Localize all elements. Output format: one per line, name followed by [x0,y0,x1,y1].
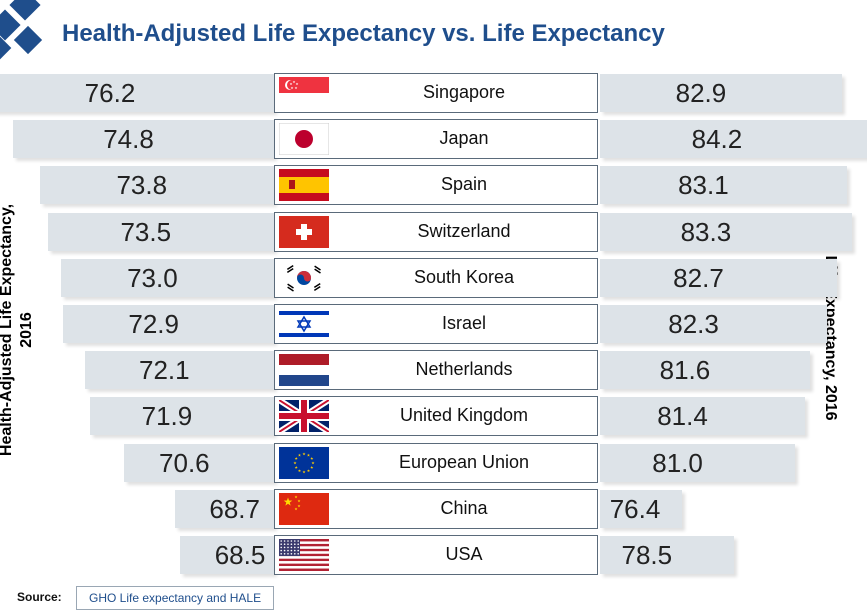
country-name: Israel [441,313,486,333]
flag-japan-icon [278,122,330,156]
flag-israel-icon [279,308,329,340]
hale-bar [174,489,274,528]
table-row: 73.5 83.3 Switzerland [0,211,867,252]
life-expectancy-bar [600,305,828,343]
life-expectancy-bar [600,120,867,159]
life-expectancy-bar [600,489,682,528]
hale-bar [0,74,274,112]
logo-icon [0,0,43,60]
table-row: 68.5 78.5 USA [0,535,867,575]
country-cell: USA [274,535,598,575]
hale-bar [63,305,274,343]
life-expectancy-value: 82.7 [673,262,724,293]
hale-value: 76.2 [84,78,136,108]
hale-value: 73.0 [127,262,178,293]
flag-united-kingdom-icon [277,397,331,435]
hale-value: 71.9 [141,401,193,432]
country-cell: European Union [274,442,598,483]
hale-value: 74.8 [103,124,154,155]
source-link[interactable]: GHO Life expectancy and HALE [76,586,275,610]
table-row: 72.9 82.3 Israel [0,304,867,344]
life-expectancy-bar [600,351,810,390]
country-name: Japan [439,128,489,149]
country-name: China [440,497,488,518]
table-row: 68.7 76.4 China [0,488,867,529]
life-expectancy-value: 81.0 [652,447,703,478]
country-name: South Korea [413,266,515,287]
flag-switzerland-icon [279,215,329,248]
hale-bar [47,212,274,251]
hale-bar [84,351,274,390]
life-expectancy-bar [600,212,852,251]
life-expectancy-value: 83.3 [680,216,732,247]
country-cell: United Kingdom [274,396,598,437]
hale-value: 68.5 [214,540,266,570]
country-cell: Netherlands [274,350,598,391]
flag-south-korea-icon [279,261,329,294]
flag-european-union-icon [279,446,329,479]
life-expectancy-value: 78.5 [621,540,673,570]
country-cell: Israel [274,304,598,344]
table-row: 72.1 81.6 Netherlands [0,350,867,391]
country-name: Spain [440,174,488,195]
hale-value: 72.9 [128,309,179,339]
hale-value: 72.1 [138,355,190,386]
life-expectancy-bar [600,258,837,297]
table-row: 74.8 84.2 Japan [0,119,867,160]
country-cell: Singapore [274,73,598,113]
country-cell: South Korea [274,257,598,298]
flag-usa-icon [279,539,329,571]
country-name: United Kingdom [399,405,529,426]
life-expectancy-value: 81.6 [659,355,711,386]
country-name: USA [445,544,483,564]
hale-bar [39,166,274,205]
hale-bar [124,443,274,482]
life-expectancy-bar [600,74,842,112]
hale-value: 73.8 [116,170,168,201]
life-expectancy-value: 76.4 [609,493,661,524]
country-cell: Switzerland [274,211,598,252]
hale-bar [89,397,274,436]
life-expectancy-bar [600,443,796,482]
life-expectancy-value: 81.4 [657,401,708,432]
chart-title: Health-Adjusted Life Expectancy vs. Life… [62,20,665,47]
flag-china-icon [279,492,329,525]
country-name: Netherlands [415,359,513,380]
country-name: Singapore [422,82,506,102]
hale-bar [13,120,274,159]
table-row: 70.6 81.0 European Union [0,442,867,483]
hale-bar [60,258,274,297]
life-expectancy-bar [600,536,734,574]
source-label: Source: [17,590,62,604]
life-expectancy-value: 84.2 [691,124,743,155]
country-cell: China [274,488,598,529]
life-expectancy-bar [600,397,805,436]
hale-value: 68.7 [209,493,260,524]
flag-spain-icon [279,169,329,202]
country-cell: Japan [274,119,598,160]
table-row: 76.2 82.9 Singapore [0,73,867,113]
hale-value: 73.5 [120,216,172,247]
country-cell: Spain [274,165,598,206]
hale-value: 70.6 [159,447,210,478]
life-expectancy-bar [600,166,847,205]
flag-singapore-icon [279,77,329,109]
table-row: 73.8 83.1 Spain [0,165,867,206]
country-name: Switzerland [417,220,511,241]
country-name: European Union [398,451,530,472]
life-expectancy-value: 83.1 [678,170,729,201]
flag-netherlands-icon [279,354,329,387]
table-row: 73.0 82.7 South Korea [0,257,867,298]
hale-bar [180,536,274,574]
table-row: 71.9 81.4 United Kingdom [0,396,867,437]
life-expectancy-value: 82.3 [668,309,719,339]
life-expectancy-value: 82.9 [675,78,727,108]
